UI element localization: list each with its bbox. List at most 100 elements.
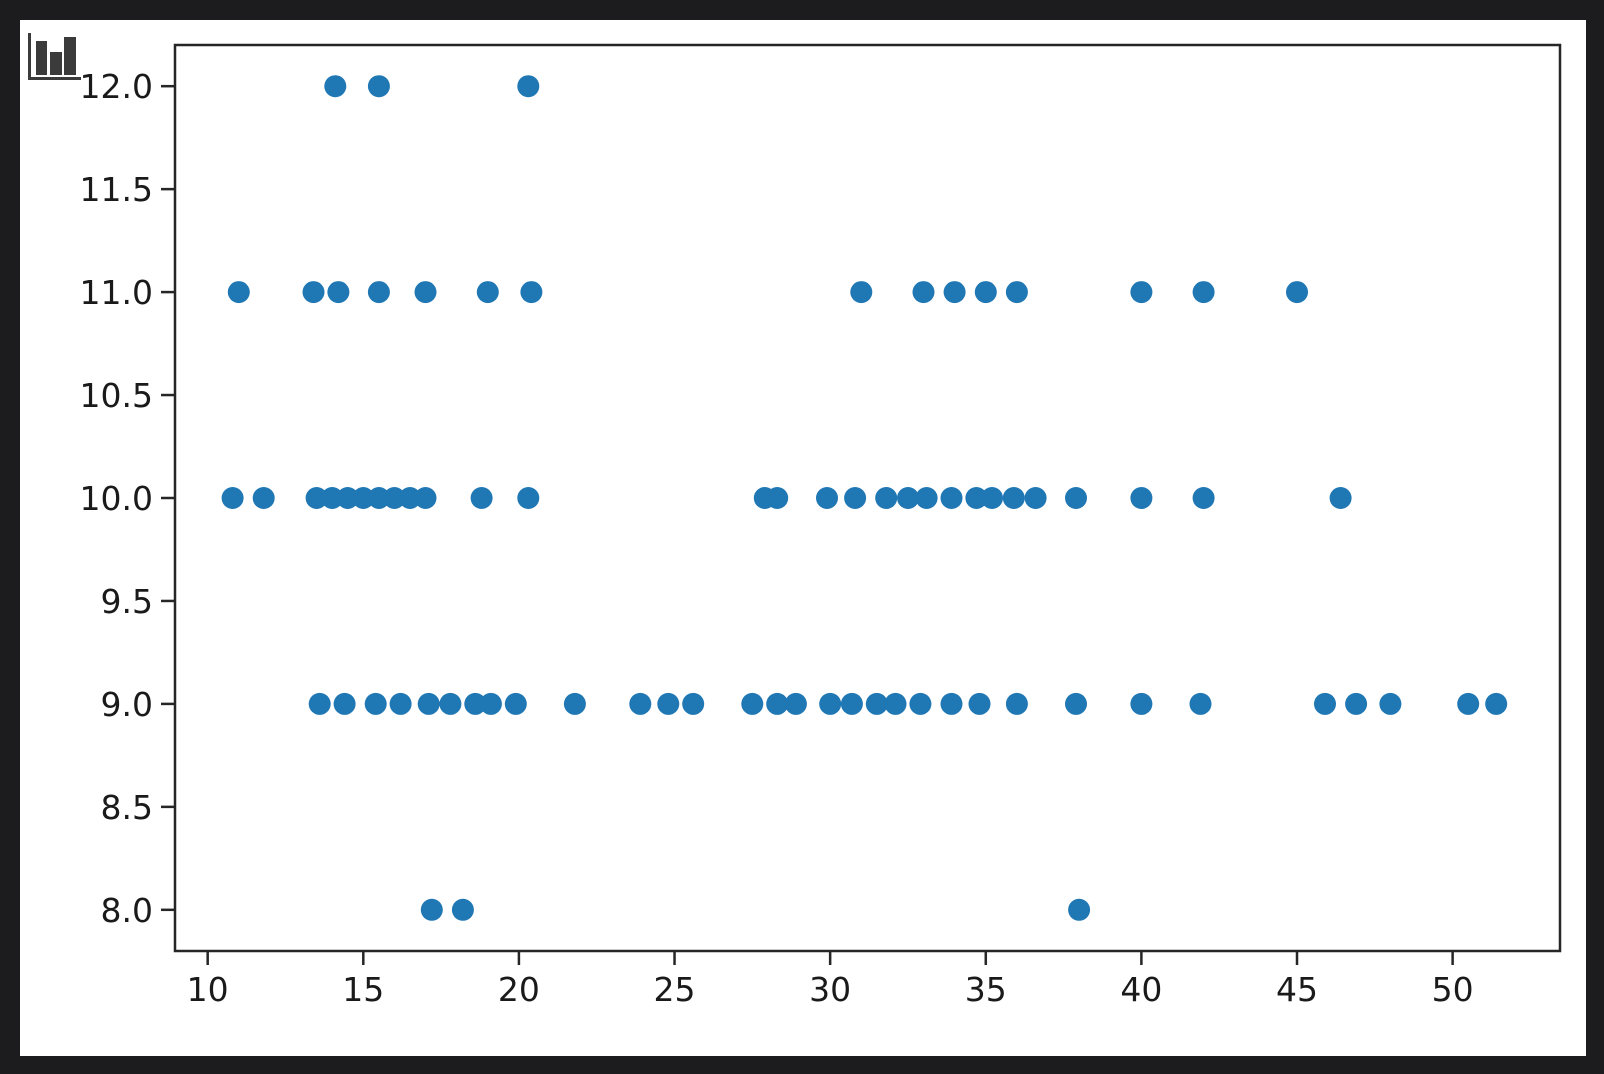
data-point <box>629 692 652 715</box>
data-point <box>563 692 586 715</box>
y-tick-label: 8.5 <box>101 788 153 827</box>
data-point <box>1192 487 1215 509</box>
data-point <box>940 692 963 715</box>
data-point <box>1002 487 1025 509</box>
data-point <box>766 487 789 509</box>
data-point <box>816 487 838 509</box>
data-point <box>1192 281 1215 304</box>
data-point <box>981 487 1003 509</box>
data-point <box>221 487 244 509</box>
data-point <box>1130 487 1153 509</box>
x-tick-label: 35 <box>965 970 1007 1009</box>
data-point <box>1329 487 1352 509</box>
data-point <box>1379 692 1402 715</box>
data-point <box>470 487 493 509</box>
data-point <box>875 487 898 509</box>
data-point <box>965 487 988 509</box>
scatter-plot-figure: 10 15 20 25 30 35 40 45 50 8.0 8.5 9.0 9.5 10.0 10.5 1… <box>20 20 1586 1056</box>
x-tick-label: 45 <box>1276 970 1318 1009</box>
data-point <box>968 692 991 715</box>
data-point <box>741 692 764 715</box>
x-tick-label: 30 <box>809 970 851 1009</box>
data-point <box>504 692 527 715</box>
data-point <box>1068 898 1091 921</box>
data-point <box>352 487 375 509</box>
data-point <box>252 487 275 509</box>
data-point <box>844 487 867 509</box>
y-tick-label: 10.5 <box>80 376 153 415</box>
data-point <box>367 487 390 509</box>
data-point <box>439 692 462 715</box>
data-point <box>1485 692 1508 715</box>
data-point <box>464 692 487 715</box>
data-point <box>1005 281 1028 304</box>
data-point <box>364 692 387 715</box>
data-point <box>383 487 406 509</box>
data-point <box>302 281 325 304</box>
data-point <box>321 487 344 509</box>
data-point <box>974 281 997 304</box>
data-point <box>414 487 437 509</box>
data-point <box>476 281 499 304</box>
data-point <box>479 692 502 715</box>
data-point <box>1345 692 1368 715</box>
bar-chart-icon <box>28 33 81 80</box>
scatter-chart: 10 15 20 25 30 35 40 45 50 8.0 8.5 9.0 9.5 10.0 10.5 1… <box>28 33 1562 1009</box>
data-point <box>1065 692 1087 715</box>
data-point <box>766 692 789 715</box>
data-point <box>657 692 680 715</box>
data-point <box>1189 692 1212 715</box>
x-tick-label: 50 <box>1432 970 1474 1009</box>
y-tick-label: 8.0 <box>101 891 153 930</box>
data-point <box>1130 281 1153 304</box>
data-point <box>327 281 350 304</box>
data-point <box>884 692 907 715</box>
data-point <box>1130 692 1153 715</box>
x-tick-label: 15 <box>342 970 384 1009</box>
data-point <box>367 281 390 304</box>
data-point <box>1024 487 1047 509</box>
x-tick-label: 25 <box>654 970 696 1009</box>
data-point <box>819 692 842 715</box>
data-point <box>682 692 705 715</box>
data-point <box>909 692 932 715</box>
data-point <box>520 281 543 304</box>
scatter-points <box>221 75 1508 921</box>
data-point <box>367 75 390 98</box>
data-point <box>420 898 443 921</box>
y-axis-ticks: 8.0 8.5 9.0 9.5 10.0 10.5 11.0 11.5 12.0 <box>80 67 175 930</box>
data-point <box>517 487 540 509</box>
data-point <box>305 487 328 509</box>
data-point <box>333 692 356 715</box>
data-point <box>915 487 938 509</box>
data-point <box>417 692 440 715</box>
data-point <box>1005 692 1028 715</box>
data-point <box>414 281 437 304</box>
data-point <box>389 692 412 715</box>
data-point <box>850 281 873 304</box>
data-point <box>865 692 888 715</box>
x-tick-label: 20 <box>498 970 540 1009</box>
data-point <box>897 487 919 509</box>
x-tick-label: 40 <box>1120 970 1162 1009</box>
data-point <box>1457 692 1480 715</box>
data-point <box>1314 692 1336 715</box>
data-point <box>940 487 963 509</box>
y-tick-label: 11.5 <box>80 170 153 209</box>
data-point <box>451 898 474 921</box>
x-tick-label: 10 <box>187 970 229 1009</box>
y-tick-label: 10.0 <box>80 479 153 518</box>
y-tick-label: 11.0 <box>80 273 153 312</box>
y-tick-label: 9.0 <box>101 685 153 724</box>
data-point <box>943 281 966 304</box>
data-point <box>840 692 863 715</box>
data-point <box>517 75 540 98</box>
data-point <box>1286 281 1308 304</box>
data-point <box>324 75 347 98</box>
data-point <box>336 487 359 509</box>
y-tick-label: 9.5 <box>101 582 153 621</box>
y-tick-label: 12.0 <box>80 67 153 106</box>
data-point <box>912 281 935 304</box>
data-point <box>1065 487 1087 509</box>
